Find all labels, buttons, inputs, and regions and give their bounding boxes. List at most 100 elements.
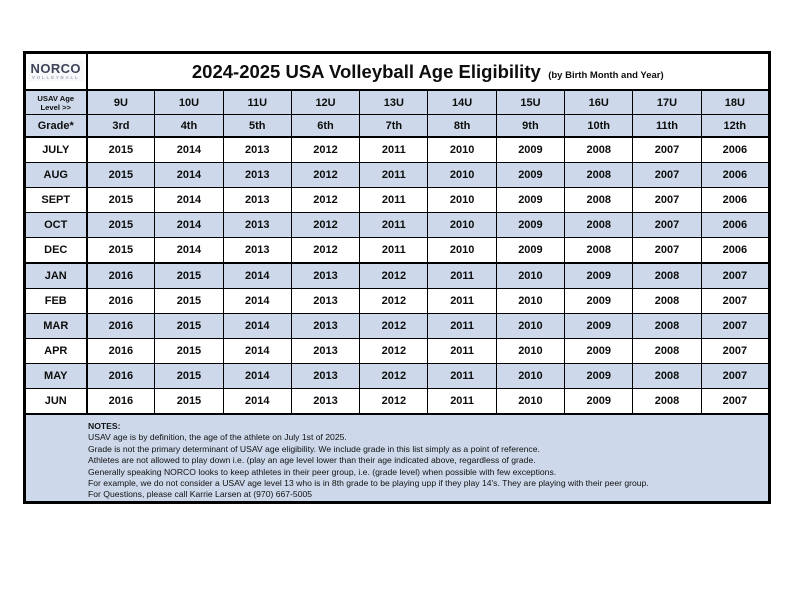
year-cell: 2011 (427, 262, 497, 289)
year-cell: 2011 (427, 338, 497, 364)
year-cell: 2014 (222, 363, 292, 389)
note-line: USAV age is by definition, the age of th… (88, 432, 347, 443)
year-cell: 2013 (222, 212, 292, 238)
year-cell: 2008 (564, 136, 634, 163)
notes-heading: NOTES: (88, 421, 121, 431)
year-cell: 2009 (495, 187, 566, 213)
year-cell: 2013 (290, 338, 361, 364)
year-cell: 2014 (154, 162, 224, 188)
year-cell: 2014 (154, 187, 224, 213)
year-cell: 2014 (154, 136, 224, 163)
eligibility-sheet: NORCO VOLLEYBALL 2024-2025 USA Volleybal… (23, 51, 772, 504)
table-row-dec: DEC 2015 2014 2013 2012 2011 2010 2009 2… (24, 237, 771, 264)
year-cell: 2015 (154, 388, 224, 415)
year-cell: 2007 (700, 313, 771, 339)
year-cell: 2013 (290, 313, 361, 339)
year-cell: 2009 (564, 338, 634, 364)
month-label: AUG (24, 162, 88, 188)
page-title-subtext: (by Birth Month and Year) (548, 69, 664, 81)
year-cell: 2008 (564, 162, 634, 188)
year-cell: 2011 (359, 187, 429, 213)
year-cell: 2010 (427, 187, 497, 213)
year-cell: 2006 (700, 212, 771, 238)
table-row-july: JULY 2015 2014 2013 2012 2011 2010 2009 … (24, 136, 771, 163)
year-cell: 2006 (700, 136, 771, 163)
table-row-mar: MAR 2016 2015 2014 2013 2012 2011 2010 2… (24, 313, 771, 339)
year-cell: 2008 (632, 262, 702, 289)
year-cell: 2009 (564, 388, 634, 415)
year-cell: 2014 (154, 237, 224, 264)
year-cell: 2015 (85, 187, 156, 213)
year-cell: 2009 (495, 136, 566, 163)
year-cell: 2013 (290, 388, 361, 415)
year-cell: 2013 (222, 187, 292, 213)
month-label: JULY (24, 136, 88, 163)
title-row: NORCO VOLLEYBALL 2024-2025 USA Volleybal… (24, 52, 771, 91)
logo-cell: NORCO VOLLEYBALL (24, 52, 88, 91)
grade-cell: 10th (564, 114, 634, 138)
year-cell: 2007 (632, 136, 702, 163)
year-cell: 2009 (564, 288, 634, 314)
year-cell: 2007 (700, 338, 771, 364)
age-level-cell: 11U (222, 89, 292, 115)
page-title: 2024-2025 USA Volleyball Age Eligibility (191, 60, 541, 82)
year-cell: 2010 (495, 262, 566, 289)
month-label: APR (24, 338, 88, 364)
year-cell: 2007 (700, 388, 771, 415)
year-cell: 2015 (85, 136, 156, 163)
age-level-cell: 17U (632, 89, 702, 115)
year-cell: 2013 (290, 288, 361, 314)
year-cell: 2008 (632, 288, 702, 314)
year-cell: 2015 (154, 262, 224, 289)
table-row-jun: JUN 2016 2015 2014 2013 2012 2011 2010 2… (24, 388, 771, 415)
table-row-jan: JAN 2016 2015 2014 2013 2012 2011 2010 2… (24, 262, 771, 289)
notes-row: NOTES: USAV age is by definition, the ag… (23, 413, 771, 503)
year-cell: 2012 (290, 237, 361, 264)
year-cell: 2010 (427, 212, 497, 238)
logo-tagline: VOLLEYBALL (31, 74, 80, 80)
year-cell: 2012 (359, 288, 429, 314)
month-label: DEC (24, 237, 88, 264)
year-cell: 2008 (632, 313, 702, 339)
grade-label: Grade* (24, 114, 88, 138)
year-cell: 2010 (427, 136, 497, 163)
year-cell: 2012 (290, 162, 361, 188)
month-label: JUN (24, 388, 88, 415)
year-cell: 2014 (222, 313, 292, 339)
age-level-cell: 15U (495, 89, 566, 115)
year-cell: 2009 (495, 237, 566, 264)
year-cell: 2011 (427, 288, 497, 314)
year-cell: 2008 (632, 363, 702, 389)
age-level-cell: 10U (154, 89, 224, 115)
year-cell: 2014 (222, 262, 292, 289)
year-cell: 2013 (222, 162, 292, 188)
year-cell: 2010 (495, 313, 566, 339)
year-cell: 2007 (700, 363, 771, 389)
age-level-cell: 12U (290, 89, 361, 115)
year-cell: 2011 (427, 388, 497, 415)
year-cell: 2016 (85, 288, 156, 314)
year-cell: 2016 (85, 388, 156, 415)
year-cell: 2012 (359, 388, 429, 415)
year-cell: 2012 (359, 363, 429, 389)
year-cell: 2011 (359, 136, 429, 163)
norco-logo: NORCO VOLLEYBALL (27, 59, 84, 82)
year-cell: 2006 (700, 187, 771, 213)
year-cell: 2016 (85, 363, 156, 389)
note-line: For Questions, please call Karrie Larsen… (88, 489, 313, 500)
year-cell: 2015 (154, 313, 224, 339)
year-cell: 2014 (222, 338, 292, 364)
year-cell: 2011 (427, 363, 497, 389)
year-cell: 2006 (700, 237, 771, 264)
table-row-sept: SEPT 2015 2014 2013 2012 2011 2010 2009 … (24, 187, 771, 213)
month-label: OCT (24, 212, 88, 238)
note-line: Generally speaking NORCO looks to keep a… (88, 466, 557, 477)
title-cell: 2024-2025 USA Volleyball Age Eligibility… (85, 52, 771, 91)
table-row-may: MAY 2016 2015 2014 2013 2012 2011 2010 2… (24, 363, 771, 389)
year-cell: 2015 (85, 212, 156, 238)
grade-cell: 11th (632, 114, 702, 138)
year-cell: 2012 (359, 313, 429, 339)
year-cell: 2007 (632, 237, 702, 264)
year-cell: 2007 (632, 162, 702, 188)
year-cell: 2013 (222, 136, 292, 163)
